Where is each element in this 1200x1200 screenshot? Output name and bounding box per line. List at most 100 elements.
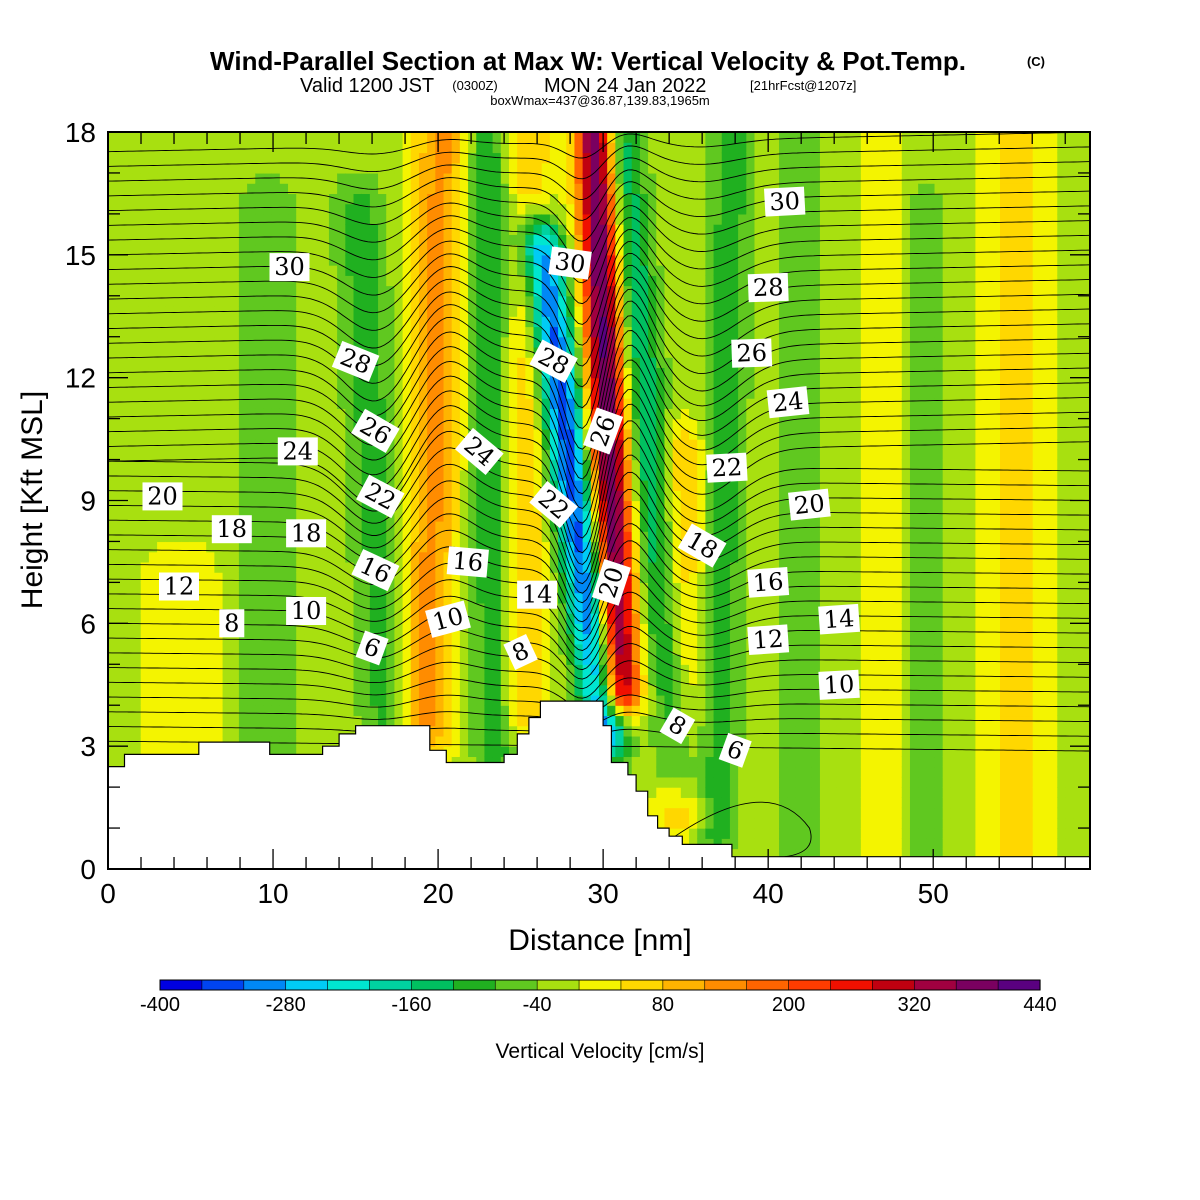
velocity-cell [320,715,330,727]
velocity-cell [459,193,469,205]
velocity-cell [451,285,461,297]
velocity-cell [443,254,453,266]
velocity-cell [206,490,215,502]
velocity-cell [296,674,305,686]
velocity-cell [353,613,363,624]
velocity-cell [271,674,281,686]
velocity-cell [206,142,215,154]
velocity-cell [271,439,281,450]
velocity-cell [312,715,322,727]
velocity-cell [443,265,453,276]
velocity-cell [279,367,289,379]
velocity-cell [328,316,338,328]
velocity-cell [296,633,305,645]
velocity-cell [312,398,322,409]
velocity-cell [386,674,396,686]
velocity-cell [508,306,518,317]
velocity-cell [288,357,297,369]
velocity-cell [296,193,305,205]
velocity-cell [378,193,387,205]
velocity-cell [541,684,551,696]
velocity-cell [165,664,175,676]
velocity-cell [369,367,379,379]
velocity-cell [108,285,117,297]
velocity-cell [206,510,215,522]
velocity-cell [386,275,396,287]
velocity-cell [427,541,436,553]
velocity-cell [508,715,518,727]
velocity-cell [517,265,526,276]
velocity-cell [533,643,543,655]
velocity-cell [378,254,387,266]
velocity-cell [590,459,600,471]
velocity-cell [648,684,657,696]
velocity-cell [271,326,281,338]
velocity-cell [206,346,215,358]
velocity-cell [222,285,232,297]
velocity-cell [435,224,445,235]
velocity-cell [386,602,396,614]
velocity-cell [206,531,215,543]
velocity-cell [255,705,265,717]
velocity-cell [443,213,453,225]
velocity-cell [189,510,199,522]
velocity-cell [320,633,330,645]
velocity-cell [500,326,510,338]
velocity-cell [443,582,453,594]
velocity-cell [116,142,125,154]
velocity-cell [247,132,256,143]
velocity-cell [124,254,134,266]
velocity-cell [230,377,240,389]
velocity-cell [664,336,674,348]
velocity-cell [304,398,314,409]
velocity-cell [648,746,657,758]
velocity-cell [296,142,305,154]
velocity-cell [410,500,420,512]
velocity-cell [116,531,125,543]
velocity-cell [198,561,207,573]
velocity-cell [132,531,142,543]
velocity-cell [198,602,207,614]
velocity-cell [157,602,166,614]
velocity-cell [157,306,166,317]
velocity-cell [263,142,273,154]
velocity-cell [590,623,600,635]
velocity-cell [206,674,215,686]
velocity-cell [615,643,625,655]
velocity-cell [648,469,657,481]
velocity-cell [427,254,436,266]
velocity-cell [304,582,314,594]
velocity-cell [337,694,346,706]
velocity-cell [492,756,502,768]
velocity-cell [541,162,551,174]
velocity-cell [247,377,256,389]
velocity-cell [173,224,183,235]
velocity-cell [369,254,379,266]
velocity-cell [116,265,125,276]
velocity-cell [214,172,224,184]
velocity-cell [664,203,674,215]
velocity-cell [386,326,396,338]
velocity-cell [165,408,175,420]
velocity-cell [623,592,633,604]
velocity-cell [484,684,494,696]
velocity-cell [108,674,117,686]
velocity-cell [116,408,125,420]
velocity-cell [566,285,576,297]
velocity-cell [296,316,305,328]
velocity-cell [410,531,420,543]
velocity-cell [590,664,600,676]
velocity-cell [157,664,166,676]
velocity-cell [623,705,633,717]
velocity-cell [435,336,445,348]
velocity-cell [492,418,502,430]
velocity-cell [394,439,404,450]
velocity-cell [566,602,576,614]
velocity-cell [459,387,469,399]
velocity-cell [508,602,518,614]
velocity-cell [418,295,428,307]
velocity-cell [238,152,248,164]
velocity-cell [484,500,494,512]
velocity-cell [345,541,355,553]
velocity-cell [615,224,625,235]
